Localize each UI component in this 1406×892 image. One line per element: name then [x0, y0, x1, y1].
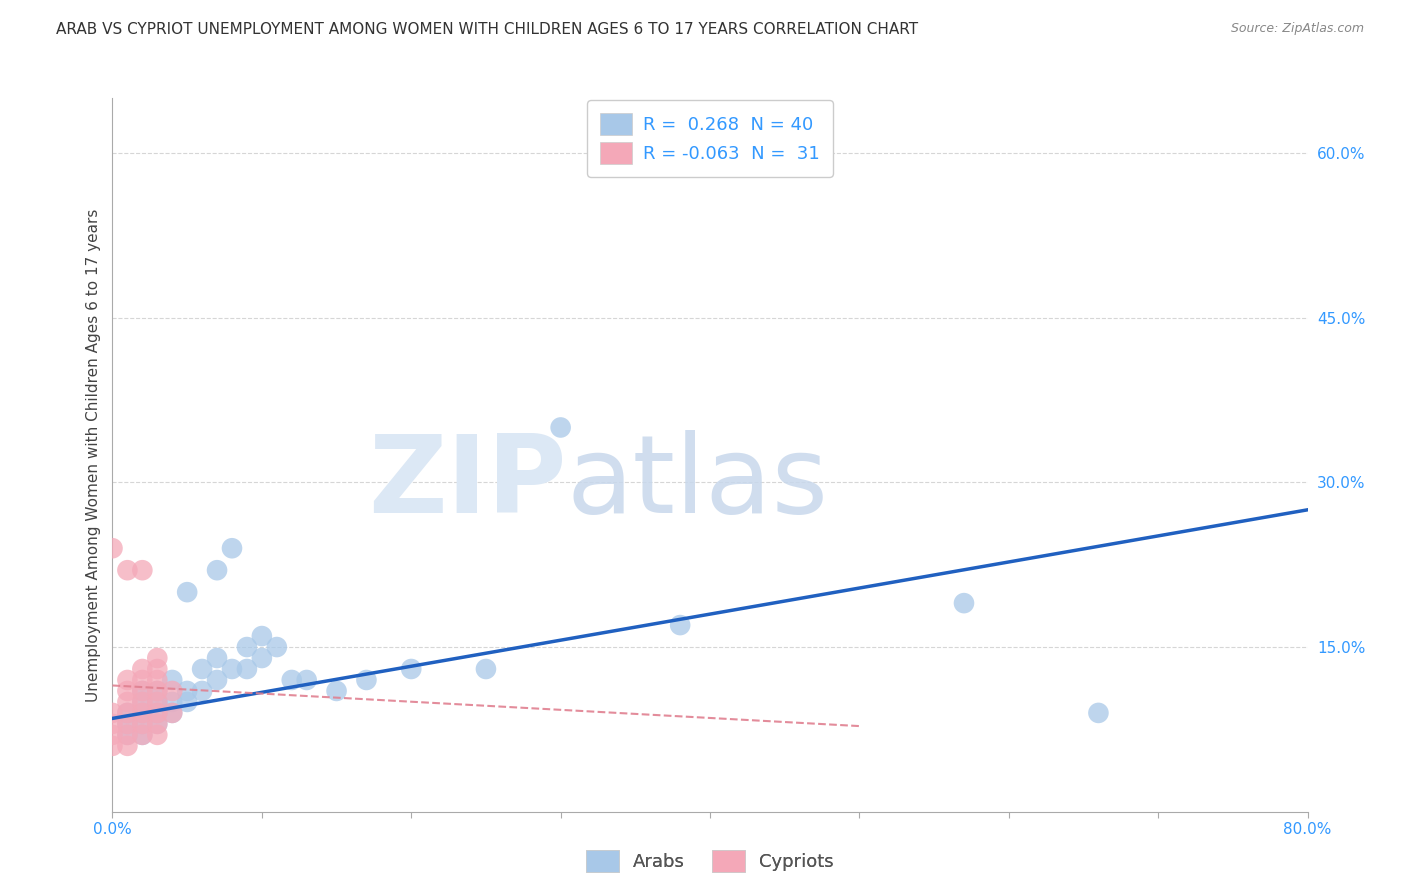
- Text: ARAB VS CYPRIOT UNEMPLOYMENT AMONG WOMEN WITH CHILDREN AGES 6 TO 17 YEARS CORREL: ARAB VS CYPRIOT UNEMPLOYMENT AMONG WOMEN…: [56, 22, 918, 37]
- Point: [236, 640, 259, 654]
- Point: [325, 684, 347, 698]
- Point: [205, 673, 228, 687]
- Point: [162, 695, 183, 709]
- Point: [117, 728, 139, 742]
- Point: [117, 706, 139, 720]
- Point: [176, 684, 198, 698]
- Point: [117, 695, 139, 709]
- Point: [205, 651, 228, 665]
- Text: atlas: atlas: [567, 431, 828, 536]
- Point: [669, 618, 692, 632]
- Point: [131, 662, 153, 676]
- Text: ZIP: ZIP: [368, 431, 567, 536]
- Point: [146, 695, 169, 709]
- Point: [176, 585, 198, 599]
- Point: [131, 706, 153, 720]
- Point: [356, 673, 378, 687]
- Point: [146, 717, 169, 731]
- Point: [250, 651, 273, 665]
- Point: [146, 684, 169, 698]
- Point: [146, 651, 169, 665]
- Point: [1087, 706, 1109, 720]
- Point: [101, 728, 124, 742]
- Point: [191, 662, 214, 676]
- Point: [191, 684, 214, 698]
- Point: [101, 541, 124, 556]
- Point: [146, 662, 169, 676]
- Point: [295, 673, 318, 687]
- Point: [953, 596, 976, 610]
- Point: [146, 684, 169, 698]
- Point: [176, 695, 198, 709]
- Text: Source: ZipAtlas.com: Source: ZipAtlas.com: [1230, 22, 1364, 36]
- Point: [475, 662, 498, 676]
- Point: [131, 706, 153, 720]
- Point: [162, 706, 183, 720]
- Point: [131, 717, 153, 731]
- Point: [131, 728, 153, 742]
- Point: [401, 662, 423, 676]
- Point: [117, 739, 139, 753]
- Point: [131, 695, 153, 709]
- Point: [162, 706, 183, 720]
- Point: [117, 673, 139, 687]
- Point: [117, 717, 139, 731]
- Point: [131, 717, 153, 731]
- Point: [117, 563, 139, 577]
- Point: [205, 563, 228, 577]
- Point: [236, 662, 259, 676]
- Point: [101, 717, 124, 731]
- Point: [146, 728, 169, 742]
- Point: [131, 563, 153, 577]
- Point: [131, 673, 153, 687]
- Point: [146, 706, 169, 720]
- Point: [250, 629, 273, 643]
- Point: [101, 706, 124, 720]
- Point: [117, 717, 139, 731]
- Point: [131, 728, 153, 742]
- Point: [266, 640, 288, 654]
- Point: [221, 662, 243, 676]
- Point: [146, 706, 169, 720]
- Point: [146, 673, 169, 687]
- Point: [131, 695, 153, 709]
- Y-axis label: Unemployment Among Women with Children Ages 6 to 17 years: Unemployment Among Women with Children A…: [86, 208, 101, 702]
- Point: [131, 684, 153, 698]
- Point: [221, 541, 243, 556]
- Point: [281, 673, 304, 687]
- Point: [117, 684, 139, 698]
- Point: [146, 717, 169, 731]
- Point: [550, 420, 572, 434]
- Point: [162, 673, 183, 687]
- Point: [131, 684, 153, 698]
- Point: [101, 739, 124, 753]
- Point: [162, 684, 183, 698]
- Point: [146, 695, 169, 709]
- Point: [117, 728, 139, 742]
- Point: [117, 706, 139, 720]
- Legend: Arabs, Cypriots: Arabs, Cypriots: [574, 838, 846, 885]
